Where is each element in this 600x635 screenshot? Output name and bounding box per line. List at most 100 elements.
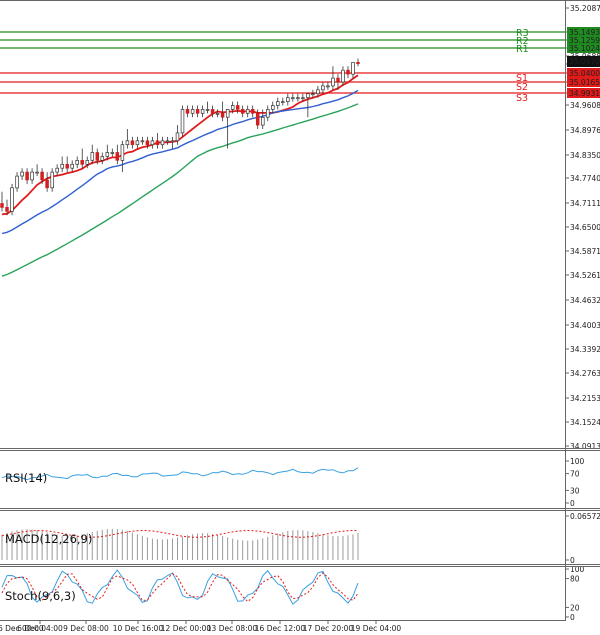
price-tick-label: 34.40030 <box>570 321 600 330</box>
candle <box>240 105 245 118</box>
candle-body <box>25 171 29 181</box>
price-tick-label: 34.09135 <box>570 442 600 451</box>
candle <box>155 132 160 149</box>
time-tick-label: 13 Dec 08:00 <box>207 624 258 633</box>
candle <box>100 152 105 165</box>
candle <box>291 93 295 102</box>
candle-body <box>180 109 185 134</box>
candle <box>210 105 215 118</box>
candle <box>316 85 320 98</box>
candle-body <box>190 109 195 114</box>
candle <box>30 168 34 184</box>
last-price-label: 35.06709 <box>569 57 600 66</box>
candle-body <box>165 140 170 143</box>
candle-body <box>50 171 54 189</box>
candle <box>245 105 250 118</box>
price-tick-label: 34.33925 <box>570 345 600 354</box>
candle-body <box>55 167 59 173</box>
price-pane: 35.2087535.1493035.1259035.1024035.06880… <box>0 4 600 451</box>
candle-body <box>140 140 145 143</box>
stoch-d-line <box>1 572 359 603</box>
candle <box>160 136 165 149</box>
level-tag-label-r1: 35.10240 <box>569 44 600 53</box>
moving-averages <box>1 74 359 277</box>
candle-body <box>45 179 49 189</box>
candle-body <box>95 152 100 161</box>
candle-body <box>215 112 220 115</box>
candle-body <box>245 109 250 114</box>
candle-body <box>225 109 230 118</box>
rsi-tick-label: 70 <box>570 470 580 479</box>
candle-body <box>155 140 160 146</box>
candle <box>230 101 235 114</box>
candle <box>266 105 270 122</box>
macd-title: MACD(12,26,9) <box>5 532 92 546</box>
candle <box>40 168 44 184</box>
candle-body <box>75 160 79 165</box>
candle <box>311 89 315 98</box>
last-price-box <box>567 56 600 67</box>
candle <box>165 136 170 145</box>
candle <box>135 136 140 149</box>
pivot-levels <box>0 31 565 94</box>
candle <box>150 136 155 149</box>
price-tick-label: 34.21530 <box>570 394 600 403</box>
price-tick-label: 34.89760 <box>570 126 600 135</box>
last-price-marker: 35.06709 <box>567 56 600 67</box>
stoch-title: Stoch(9,6,3) <box>5 589 76 603</box>
level-tag-box-r2 <box>567 35 600 45</box>
price-tick-label: 34.96085 <box>570 101 600 110</box>
candle <box>235 101 240 114</box>
stoch-tick-label: 0 <box>570 613 575 622</box>
level-tag-box-s1 <box>567 68 600 78</box>
time-tick-label: 17 Dec 20:00 <box>303 624 354 633</box>
candle <box>90 144 95 165</box>
candle <box>170 136 175 149</box>
candle-body <box>160 140 165 146</box>
candle <box>20 168 24 180</box>
time-tick-label: 9 Dec 08:00 <box>63 624 109 633</box>
candle-body <box>85 160 90 165</box>
macd-pane: 0.065727 0 MACD(12,26,9) <box>1 512 600 565</box>
candle <box>296 93 300 102</box>
candle <box>60 156 64 173</box>
rsi-tick-label: 100 <box>570 457 585 466</box>
candle-body <box>235 105 240 110</box>
candle <box>346 66 350 79</box>
candle <box>130 136 135 149</box>
candle-body <box>30 171 34 181</box>
candle-body <box>105 152 110 157</box>
candle <box>180 105 185 137</box>
price-tick-label: 34.58715 <box>570 247 600 256</box>
candle <box>185 105 190 118</box>
time-tick-label: 6 Dec 00:00 <box>0 624 44 633</box>
pivot-level-tags: R3 35.14930 R2 35.12590 R1 35.10240 S1 35.04000… <box>516 27 600 104</box>
candle <box>250 105 255 118</box>
candle <box>70 160 74 173</box>
candle <box>55 164 59 177</box>
candle-body <box>80 160 84 165</box>
candle-body <box>100 156 105 161</box>
candle <box>331 66 335 90</box>
stoch-tick-label: 80 <box>570 575 580 584</box>
candle-body <box>271 105 275 110</box>
level-tag-box-s3 <box>567 88 600 98</box>
candle <box>255 109 260 130</box>
candle <box>65 156 69 173</box>
level-tag-label-r3: 35.14930 <box>569 28 600 37</box>
candle-body <box>276 101 280 106</box>
candle <box>286 93 290 106</box>
candle-body <box>5 207 9 212</box>
ma-slow-line <box>1 103 359 277</box>
price-tick-label: 34.77400 <box>570 174 600 183</box>
price-tick-label: 34.52610 <box>570 271 600 280</box>
candle-body <box>220 112 225 118</box>
time-tick-label: 16 Dec 12:00 <box>255 624 306 633</box>
rsi-line <box>1 467 359 481</box>
candle-body <box>356 62 360 64</box>
candle-body <box>120 144 125 161</box>
candle <box>15 172 19 192</box>
candle <box>261 109 265 130</box>
